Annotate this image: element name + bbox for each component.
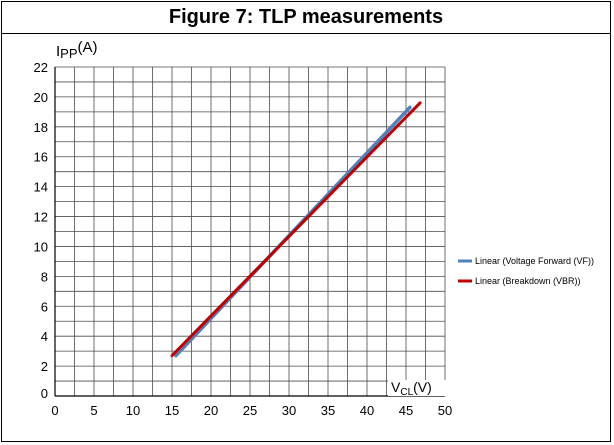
x-tick-label: 45	[399, 403, 413, 418]
y-tick-label: 22	[34, 60, 48, 75]
y-tick-label: 4	[41, 329, 48, 344]
x-axis-label-unit: (V)	[413, 379, 432, 395]
x-tick-label: 30	[282, 403, 296, 418]
x-tick-label: 5	[90, 403, 97, 418]
y-tick-label: 8	[41, 269, 48, 284]
x-tick-label: 10	[126, 403, 140, 418]
x-tick-label: 50	[438, 403, 452, 418]
legend: Linear (Voltage Forward (VF)) Linear (Br…	[458, 256, 594, 286]
legend-item-vbr: Linear (Breakdown (VBR))	[458, 276, 581, 286]
grid	[55, 66, 446, 396]
chart-title: Figure 7: TLP measurements	[168, 6, 444, 28]
x-axis-label-sub: CL	[400, 387, 413, 398]
y-tick-label: 2	[41, 359, 48, 374]
title-divider	[2, 33, 610, 34]
x-tick-labels: 0 5 10 15 20 25 30 35 40 45 50	[51, 403, 452, 418]
y-tick-label: 20	[34, 90, 48, 105]
x-tick-label: 35	[321, 403, 335, 418]
y-tick-label: 0	[41, 386, 48, 401]
y-tick-label: 10	[34, 239, 48, 254]
legend-label-vf: Linear (Voltage Forward (VF))	[475, 256, 594, 266]
y-tick-label: 16	[34, 150, 48, 165]
series-lines	[170, 101, 422, 358]
y-tick-label: 6	[41, 299, 48, 314]
y-tick-label: 14	[34, 180, 48, 195]
x-tick-label: 15	[165, 403, 179, 418]
series-line-vbr	[170, 101, 422, 358]
y-axis-label-sub: PP	[60, 46, 77, 61]
legend-item-vf: Linear (Voltage Forward (VF))	[458, 256, 594, 266]
y-tick-label: 18	[34, 120, 48, 135]
x-tick-label: 40	[360, 403, 374, 418]
y-axis-label-unit: (A)	[78, 39, 98, 56]
axes	[54, 67, 445, 397]
y-tick-labels: 0 2 4 6 8 10 12 14 16 18 20 22	[34, 60, 48, 401]
y-axis-label-main: I	[56, 43, 60, 60]
y-tick-label: 12	[34, 210, 48, 225]
legend-label-vbr: Linear (Breakdown (VBR))	[475, 276, 581, 286]
x-axis-label-bg	[388, 380, 450, 396]
x-axis-label: VCL(V)	[391, 379, 432, 398]
y-axis-label: IPP(A)	[56, 39, 98, 61]
x-axis-label-main: V	[391, 379, 401, 395]
x-tick-label: 20	[204, 403, 218, 418]
x-tick-label: 0	[51, 403, 58, 418]
x-tick-label: 25	[243, 403, 257, 418]
